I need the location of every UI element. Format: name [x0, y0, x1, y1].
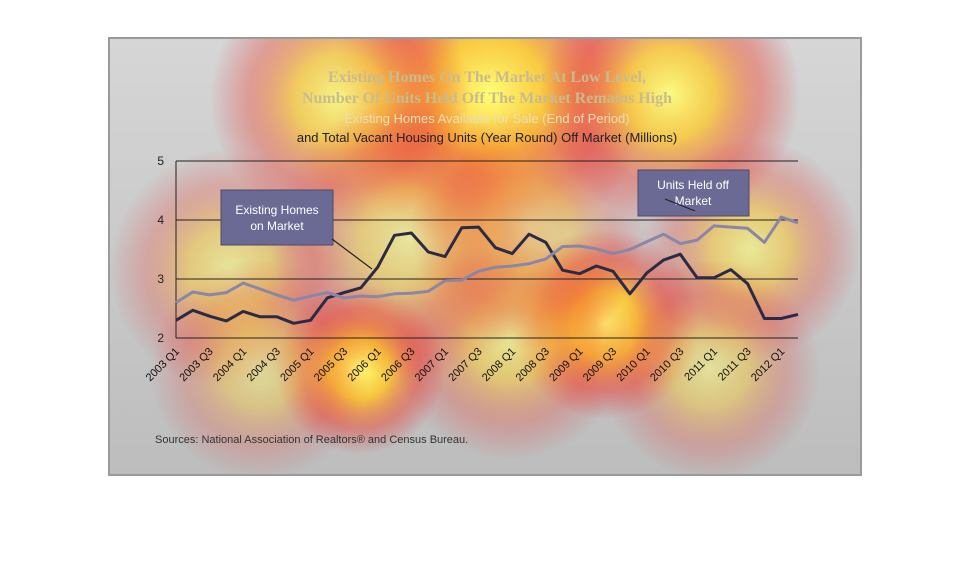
x-tick-label: 2003 Q3	[177, 346, 215, 384]
chart-subtitle-line1: Existing Homes Available for Sale (End o…	[344, 111, 629, 126]
x-tick-label: 2006 Q1	[346, 346, 384, 384]
series-line-units-held-off	[175, 215, 799, 304]
callout-units-held-arrow	[664, 198, 696, 212]
callout-units-held: Units Held off Market	[637, 169, 750, 217]
x-tick-label: 2010 Q3	[648, 346, 686, 384]
series-line-existing-homes	[175, 225, 799, 325]
callout-existing-homes-arrow	[331, 238, 373, 270]
callout-existing-homes-box	[220, 189, 334, 246]
callout-units-held-line1: Units Held off	[657, 178, 729, 192]
x-tick-label: 2007 Q3	[446, 346, 484, 384]
x-tick-label: 2008 Q1	[480, 346, 518, 384]
callout-existing-homes: Existing Homes on Market	[220, 189, 373, 270]
callout-existing-homes-line1: Existing Homes	[235, 203, 318, 217]
x-tick-label: 2005 Q3	[312, 346, 350, 384]
source-note: Sources: National Association of Realtor…	[155, 434, 468, 446]
y-tick-label: 4	[157, 213, 164, 227]
y-tick-label: 5	[157, 154, 164, 168]
series-lines	[175, 215, 799, 325]
chart-title-line1: Existing Homes On The Market At Low Leve…	[328, 69, 646, 86]
chart-figure: 5 4 3 2 2003 Q1 2003 Q3 2004 Q1 2004 Q3 2005 Q1…	[108, 37, 862, 476]
x-tick-label: 2006 Q3	[379, 346, 417, 384]
x-tick-label: 2010 Q1	[614, 346, 652, 384]
callout-existing-homes-line2: on Market	[250, 219, 304, 233]
heatmap-overlay	[110, 39, 860, 474]
x-tick-label: 2007 Q1	[413, 346, 451, 384]
x-tick-label: 2003 Q1	[144, 346, 182, 384]
x-tick-label: 2008 Q3	[514, 346, 552, 384]
callout-units-held-box	[637, 169, 750, 217]
x-tick-label: 2004 Q3	[245, 346, 283, 384]
x-tick-label: 2009 Q3	[581, 346, 619, 384]
y-tick-label: 2	[157, 331, 164, 345]
x-tick-label: 2011 Q1	[682, 346, 720, 384]
y-axis: 5 4 3 2	[157, 154, 177, 345]
x-tick-label: 2004 Q1	[211, 346, 249, 384]
callout-units-held-line2: Market	[675, 194, 712, 208]
x-tick-label: 2012 Q1	[749, 346, 787, 384]
x-tick-label: 2011 Q3	[716, 346, 754, 384]
chart-subtitle-line2: and Total Vacant Housing Units (Year Rou…	[297, 130, 677, 145]
x-tick-label: 2009 Q1	[547, 346, 585, 384]
y-tick-label: 3	[157, 272, 164, 286]
chart-title-line2: Number Of Units Held Off The Market Rema…	[302, 90, 672, 107]
x-tick-label: 2005 Q1	[278, 346, 316, 384]
